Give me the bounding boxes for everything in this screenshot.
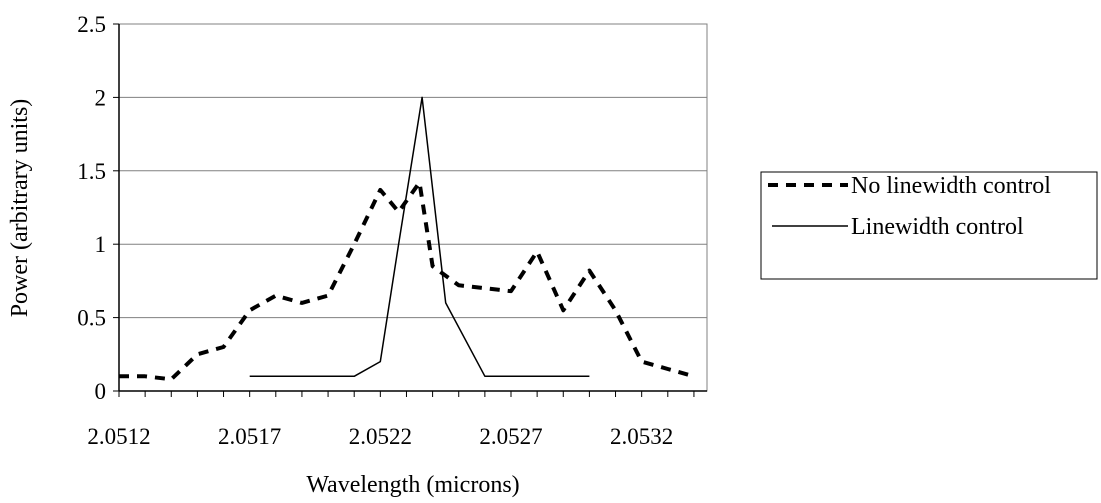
legend-label-linewidth-control: Linewidth control (851, 214, 1024, 240)
legend: No linewidth control Linewidth control (760, 171, 1098, 280)
y-tick-label: 0 (95, 379, 107, 404)
gridlines (119, 23, 707, 319)
series-line-no-linewidth-control (119, 180, 695, 382)
x-tick-label: 2.0512 (87, 424, 150, 449)
y-tick-label: 2 (95, 85, 107, 110)
x-axis-title: Wavelength (microns) (306, 472, 519, 498)
y-tick-label: 1.5 (77, 159, 106, 184)
y-axis-title: Power (arbitrary units) (7, 99, 33, 318)
x-tick-label: 2.0522 (349, 424, 412, 449)
axes (113, 23, 707, 397)
x-tick-label: 2.0532 (610, 424, 673, 449)
series-line-linewidth-control (249, 96, 590, 378)
x-tick-label: 2.0517 (218, 424, 281, 449)
tick-labels: 0 0.5 1 1.5 2 2.5 2.0512 2.0517 2.0522 2.0527 2.05… (77, 12, 673, 449)
plot-area (118, 23, 708, 392)
y-tick-label: 1 (95, 232, 107, 257)
y-tick-label: 0.5 (77, 306, 106, 331)
legend-label-no-linewidth-control: No linewidth control (851, 173, 1051, 199)
y-tick-label: 2.5 (77, 12, 106, 37)
series-group (119, 96, 695, 382)
x-tick-label: 2.0527 (479, 424, 542, 449)
